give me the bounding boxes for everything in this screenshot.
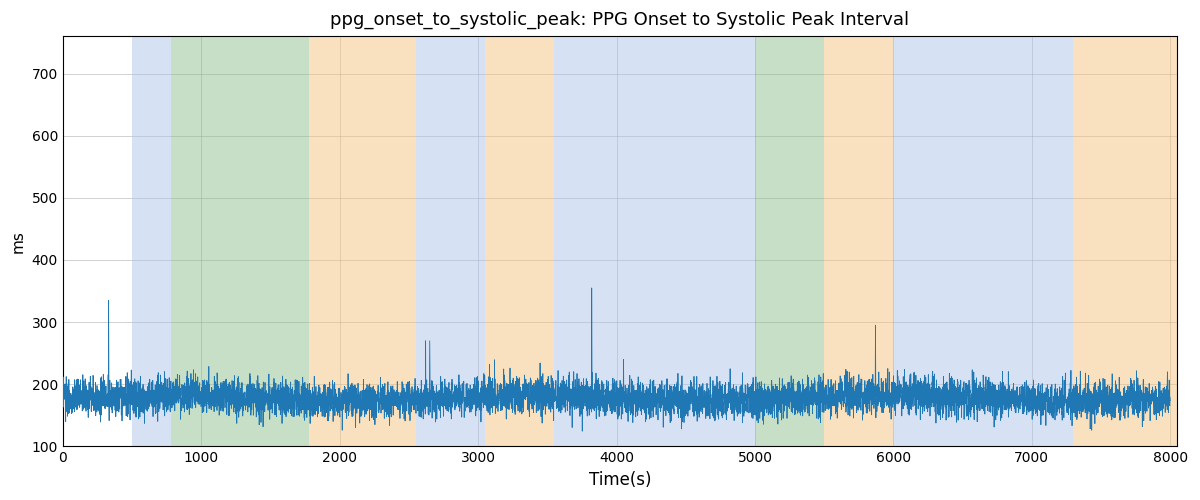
Bar bbox=[893, 36, 1073, 447]
Bar bbox=[720, 36, 755, 447]
Bar bbox=[485, 36, 554, 447]
Bar bbox=[310, 36, 416, 447]
Bar bbox=[132, 36, 170, 447]
Bar bbox=[755, 36, 824, 447]
Bar bbox=[554, 36, 720, 447]
Title: ppg_onset_to_systolic_peak: PPG Onset to Systolic Peak Interval: ppg_onset_to_systolic_peak: PPG Onset to… bbox=[330, 11, 910, 30]
Bar bbox=[1073, 36, 1177, 447]
Bar bbox=[170, 36, 310, 447]
Y-axis label: ms: ms bbox=[11, 230, 26, 253]
Bar bbox=[416, 36, 485, 447]
X-axis label: Time(s): Time(s) bbox=[589, 471, 652, 489]
Bar bbox=[824, 36, 893, 447]
